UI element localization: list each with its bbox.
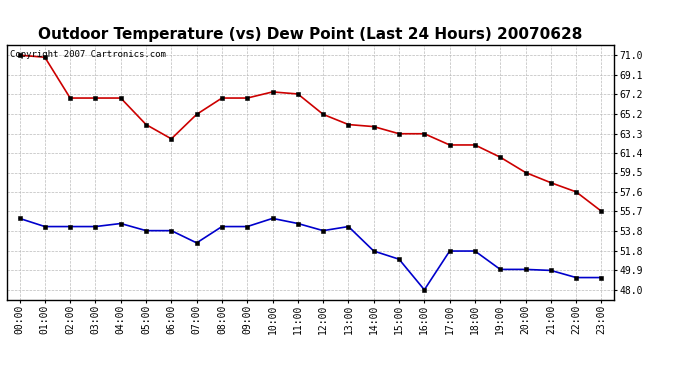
Title: Outdoor Temperature (vs) Dew Point (Last 24 Hours) 20070628: Outdoor Temperature (vs) Dew Point (Last… [39,27,582,42]
Text: Copyright 2007 Cartronics.com: Copyright 2007 Cartronics.com [10,50,166,59]
